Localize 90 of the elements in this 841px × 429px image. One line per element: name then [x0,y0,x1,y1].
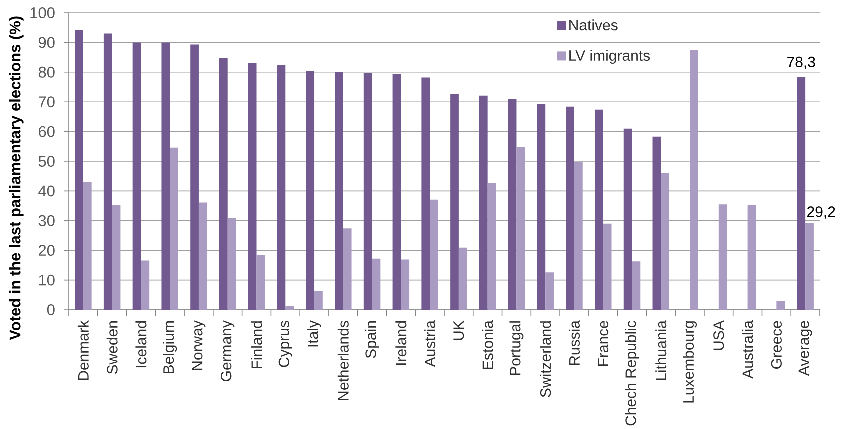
bar [450,94,459,310]
bar [132,42,142,310]
bar [479,96,488,310]
x-tick-label: Average [798,321,812,376]
y-tick-label: 90 [38,37,55,48]
bar [104,34,112,310]
bar [401,260,410,310]
x-tick-label: Italy [308,320,322,347]
legend-label: LV imigrants [570,50,650,64]
y-tick-label: 50 [38,156,55,167]
x-tick-label: Cyprus [278,321,292,368]
bar [392,74,402,310]
bar [546,272,554,310]
bar [690,50,698,310]
bar [566,106,574,310]
bar [170,148,178,310]
bar [537,104,546,310]
x-tick-label: Switzerland [540,322,552,398]
y-tick-label: 0 [47,304,55,316]
bar [430,200,438,310]
x-tick-label: Estonia [482,320,494,370]
y-tick-label: 10 [39,274,55,286]
y-axis-title: Voted in the last parliamentary elections (%) [9,16,24,340]
bar [632,262,641,310]
data-label: 78,3 [788,56,816,70]
x-tick-label: Russia [568,320,580,366]
y-tick-label: 40 [38,186,55,197]
bar [488,183,496,310]
x-tick-label: USA [714,320,724,350]
bar [748,205,756,310]
x-tick-label: Denmark [78,320,89,380]
x-tick-label: France [598,321,609,366]
x-tick-label: Ireland [396,322,407,366]
x-tick-label: Germany [221,320,235,382]
bar [335,72,344,310]
bar [219,58,228,310]
x-tick-label: Finland [251,322,262,369]
bar [198,202,208,310]
bar [574,162,583,310]
bar [508,99,517,310]
bar [141,260,150,310]
bar [797,77,806,310]
bar [603,224,612,310]
bar [718,204,728,310]
y-tick-label: 80 [38,66,55,78]
x-tick-label: Austria [424,320,436,368]
x-tick-label: Chech Republic [625,320,640,426]
bar [162,42,170,310]
bar [364,73,372,310]
bar [516,147,526,310]
y-tick-label: 100 [30,8,55,18]
bar [306,71,315,310]
bar [112,205,121,310]
bar [343,228,352,310]
bar [624,128,632,310]
x-tick-label: Iceland [136,322,147,368]
bar [806,223,814,310]
y-tick-label: 20 [39,245,55,256]
legend-label: Natives [570,20,618,31]
bar [776,301,786,310]
x-tick-label: Sweden [106,322,118,374]
bar [286,306,294,310]
y-tick-label: 70 [39,96,55,108]
bar [248,63,257,310]
y-tick-label: 30 [38,215,55,226]
x-tick-label: UK [454,320,464,340]
bar [661,173,670,310]
bar [190,44,199,310]
bar [314,290,323,310]
data-label: 29,2 [808,206,836,220]
x-tick-label: Spain [365,322,380,358]
x-tick-label: Greece [771,321,782,369]
x-tick-label: Luxembourg [683,322,698,403]
x-tick-label: Lithuania [656,320,667,380]
bar [75,30,84,310]
x-tick-label: Portugal [510,322,524,376]
bar [83,182,92,310]
x-tick-label: Norway [192,320,206,370]
bar [277,65,286,310]
bar [372,258,381,310]
bar [594,110,604,310]
x-tick-label: Belgium [163,322,178,374]
x-tick-label: Australia [742,320,754,379]
bar [422,78,430,310]
bar [652,136,662,310]
bar [256,255,266,310]
bar [458,248,468,310]
y-tick-label: 60 [39,126,55,138]
bar [228,218,236,310]
x-tick-label: Netherlands [338,321,349,400]
